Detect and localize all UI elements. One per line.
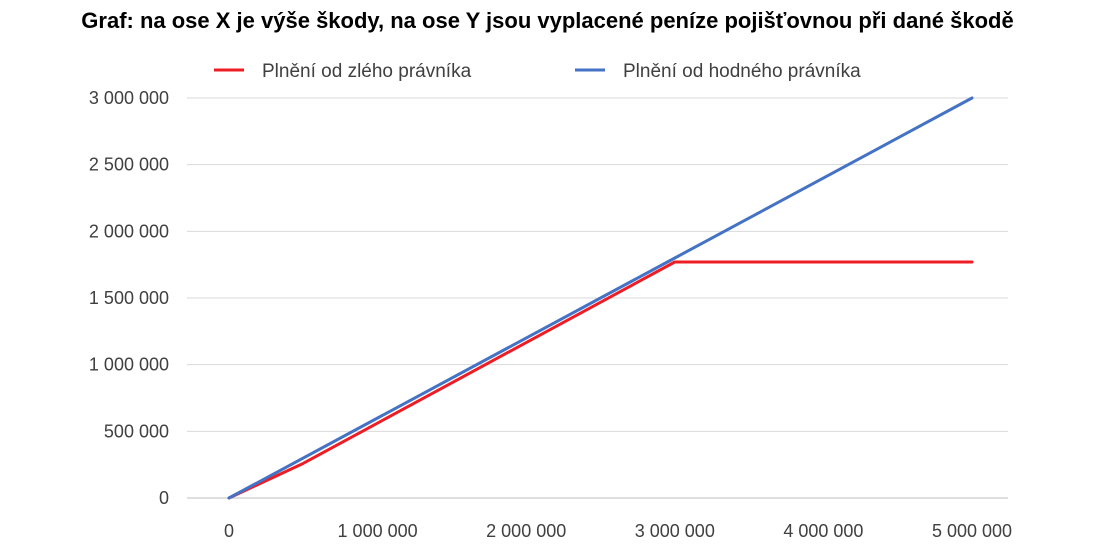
x-tick-label: 4 000 000 [783,521,863,541]
x-tick-label: 0 [224,521,234,541]
x-tick-label: 5 000 000 [932,521,1012,541]
x-tick-label: 1 000 000 [338,521,418,541]
series-line-1 [227,260,974,500]
y-tick-label: 2 000 000 [89,221,169,241]
y-tick-label: 500 000 [104,421,169,441]
chart-title: Graf: na ose X je výše škody, na ose Y j… [81,8,1014,33]
y-tick-label: 1 500 000 [89,288,169,308]
y-tick-label: 1 000 000 [89,355,169,375]
series-line-2 [227,96,974,500]
legend-label-2: Plnění od hodného právníka [623,61,861,82]
y-tick-label: 0 [159,488,169,508]
y-tick-label: 3 000 000 [89,88,169,108]
x-tick-label: 2 000 000 [486,521,566,541]
legend-label-1: Plnění od zlého právníka [262,61,472,82]
x-tick-label: 3 000 000 [635,521,715,541]
y-tick-label: 2 500 000 [89,155,169,175]
